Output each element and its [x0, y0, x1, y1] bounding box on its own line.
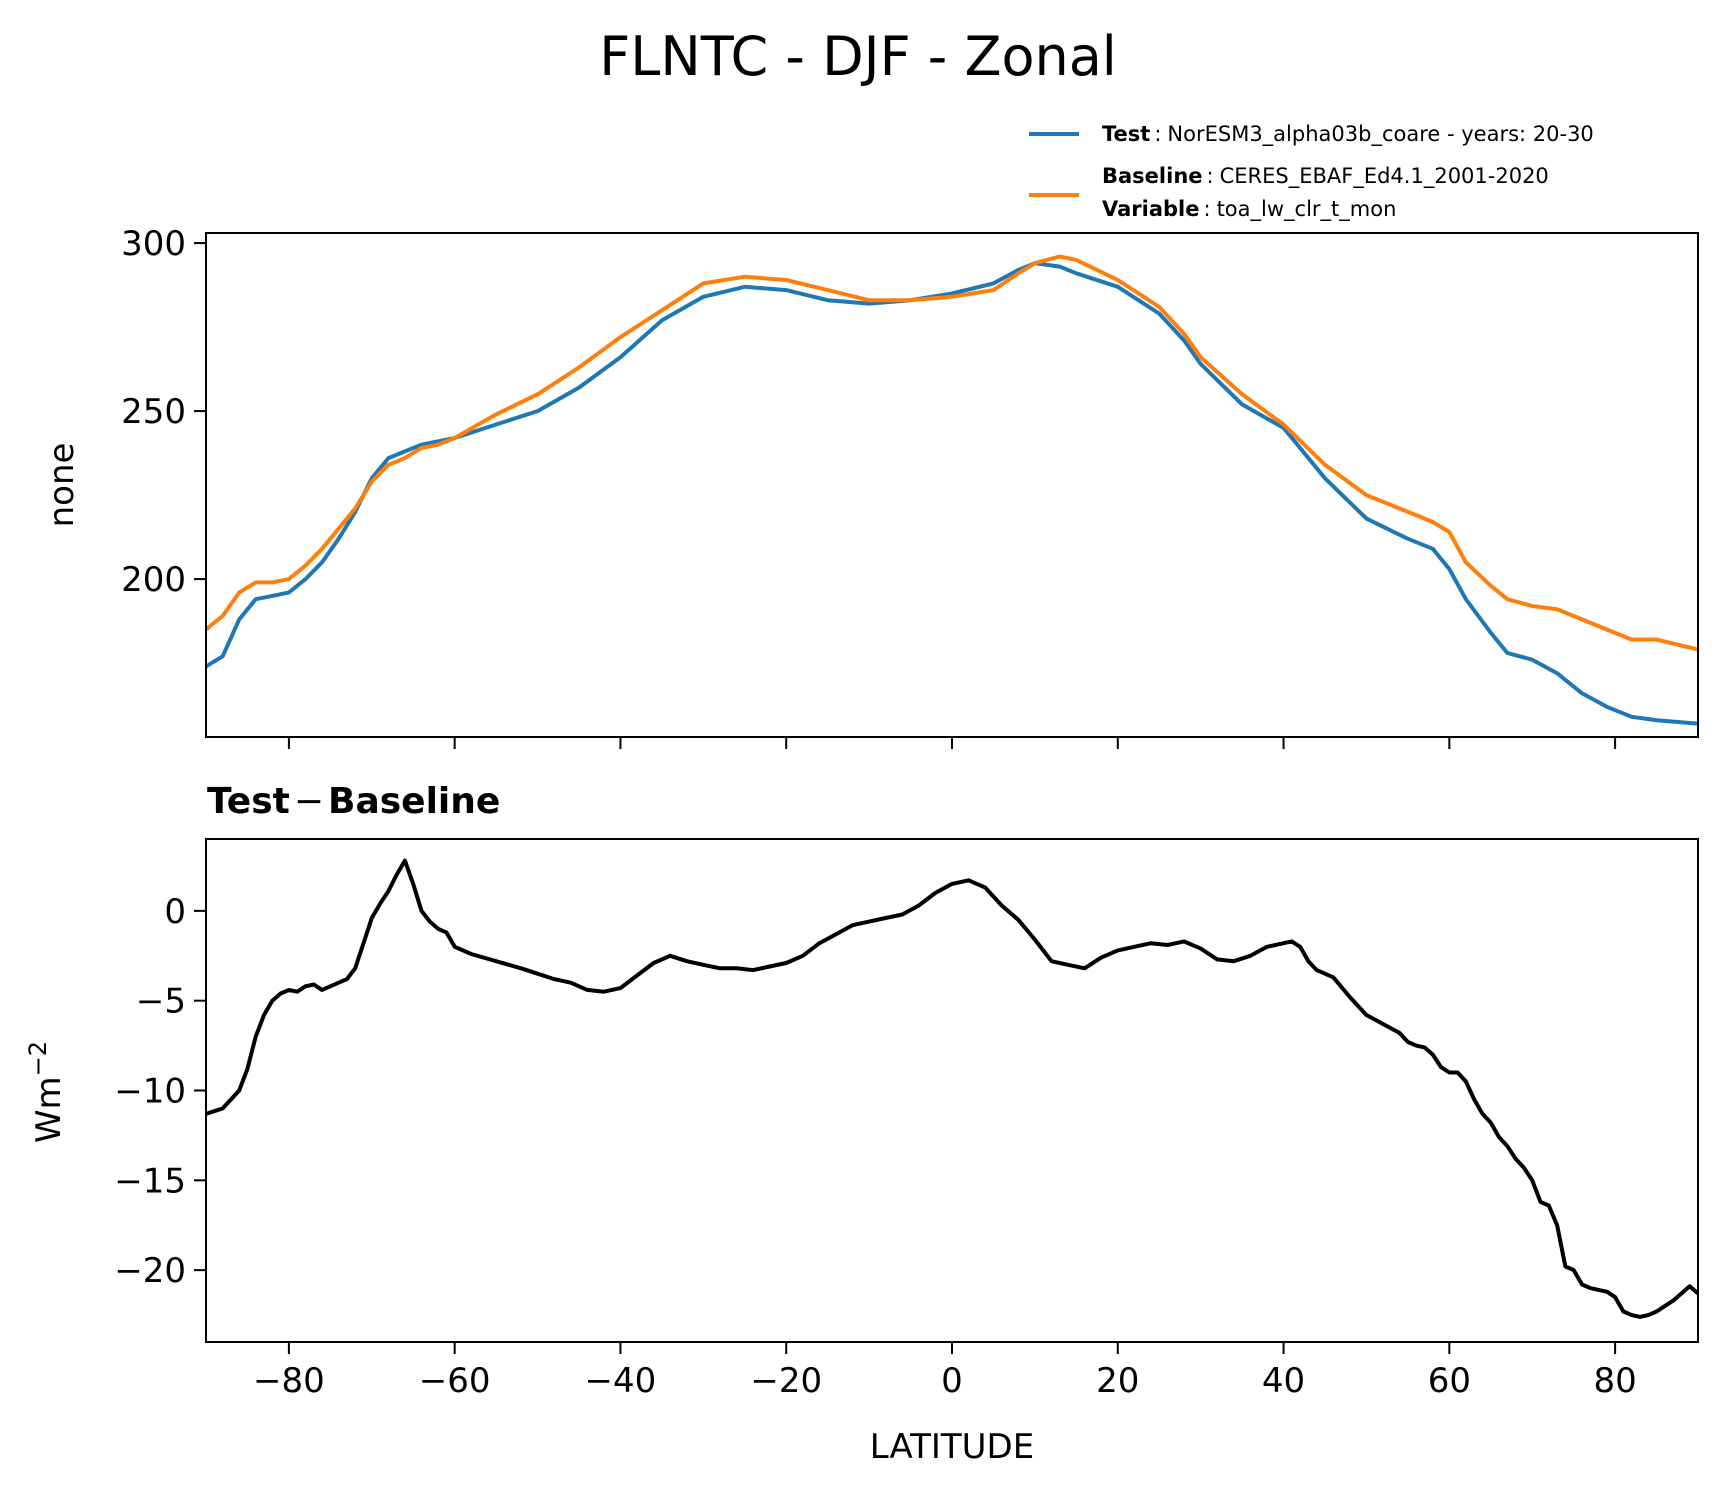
y-label-sup: −2: [24, 1041, 52, 1076]
bottom-x-tick-label: 20: [1096, 1361, 1139, 1401]
bottom-y-tick-label: 0: [164, 892, 186, 932]
top-plot-frame: [205, 232, 1699, 738]
legend-baseline-text: CERES_EBAF_Ed4.1_2001-2020: [1220, 164, 1549, 189]
legend-variable-text: toa_lw_clr_t_mon: [1217, 197, 1397, 222]
top-y-axis-label: none: [42, 443, 82, 528]
legend-test-text: NorESM3_alpha03b_coare - years: 20-30: [1167, 122, 1593, 147]
legend-baseline-entry: Baseline: CERES_EBAF_Ed4.1_2001-2020: [1102, 164, 1549, 189]
legend-variable-sep: :: [1203, 197, 1210, 221]
bottom-series-test-baseline-line: [206, 858, 1698, 1319]
bottom-x-tick-label: −60: [419, 1361, 491, 1401]
diff-title-baseline: Baseline: [328, 781, 500, 822]
legend-baseline-sep: :: [1207, 164, 1214, 188]
bottom-x-tick-label: −20: [750, 1361, 822, 1401]
bottom-x-tick-label: 80: [1593, 1361, 1636, 1401]
diff-panel-title: Test − Baseline: [207, 781, 500, 822]
bottom-x-tick-label: −80: [253, 1361, 325, 1401]
bottom-x-tick-label: 60: [1428, 1361, 1471, 1401]
bottom-y-tick-label: −10: [114, 1072, 186, 1112]
top-y-tick-label: 200: [121, 560, 186, 600]
legend-test-label: Test: [1102, 122, 1150, 146]
top-y-tick-label: 300: [121, 224, 186, 264]
bottom-plot-frame: [205, 838, 1699, 1343]
top-panel: 200 250 300 none: [42, 224, 1699, 749]
top-series-baseline-line: [206, 254, 1698, 652]
legend-test-entry: Test: NorESM3_alpha03b_coare - years: 20-…: [1102, 122, 1594, 147]
bottom-x-tick-label: −40: [585, 1361, 657, 1401]
legend-test-sep: :: [1154, 122, 1161, 146]
diff-title-minus: −: [294, 781, 324, 822]
top-y-tick-label: 250: [121, 392, 186, 432]
legend-baseline-label: Baseline: [1102, 164, 1203, 188]
legend: Test: NorESM3_alpha03b_coare - years: 20-…: [1029, 122, 1594, 222]
bottom-y-tick-label: −5: [136, 982, 186, 1022]
top-series-test-line: [206, 261, 1698, 726]
y-label-base: Wm: [29, 1076, 69, 1143]
bottom-y-axis-label: Wm−2: [24, 1041, 69, 1143]
bottom-y-tick-label: −15: [114, 1161, 186, 1201]
diff-title-test: Test: [207, 781, 290, 822]
legend-variable-entry: Variable: toa_lw_clr_t_mon: [1102, 197, 1396, 222]
bottom-x-tick-label: 0: [941, 1361, 963, 1401]
x-axis-label: LATITUDE: [870, 1427, 1034, 1467]
bottom-x-tick-label: 40: [1262, 1361, 1305, 1401]
bottom-panel: Test − Baseline 0−5−10−15−20 −80 −60 −40 −20 0…: [24, 781, 1699, 1467]
legend-variable-label: Variable: [1102, 197, 1199, 221]
bottom-y-tick-label: −20: [114, 1251, 186, 1291]
figure-title: FLNTC - DJF - Zonal: [599, 25, 1117, 88]
